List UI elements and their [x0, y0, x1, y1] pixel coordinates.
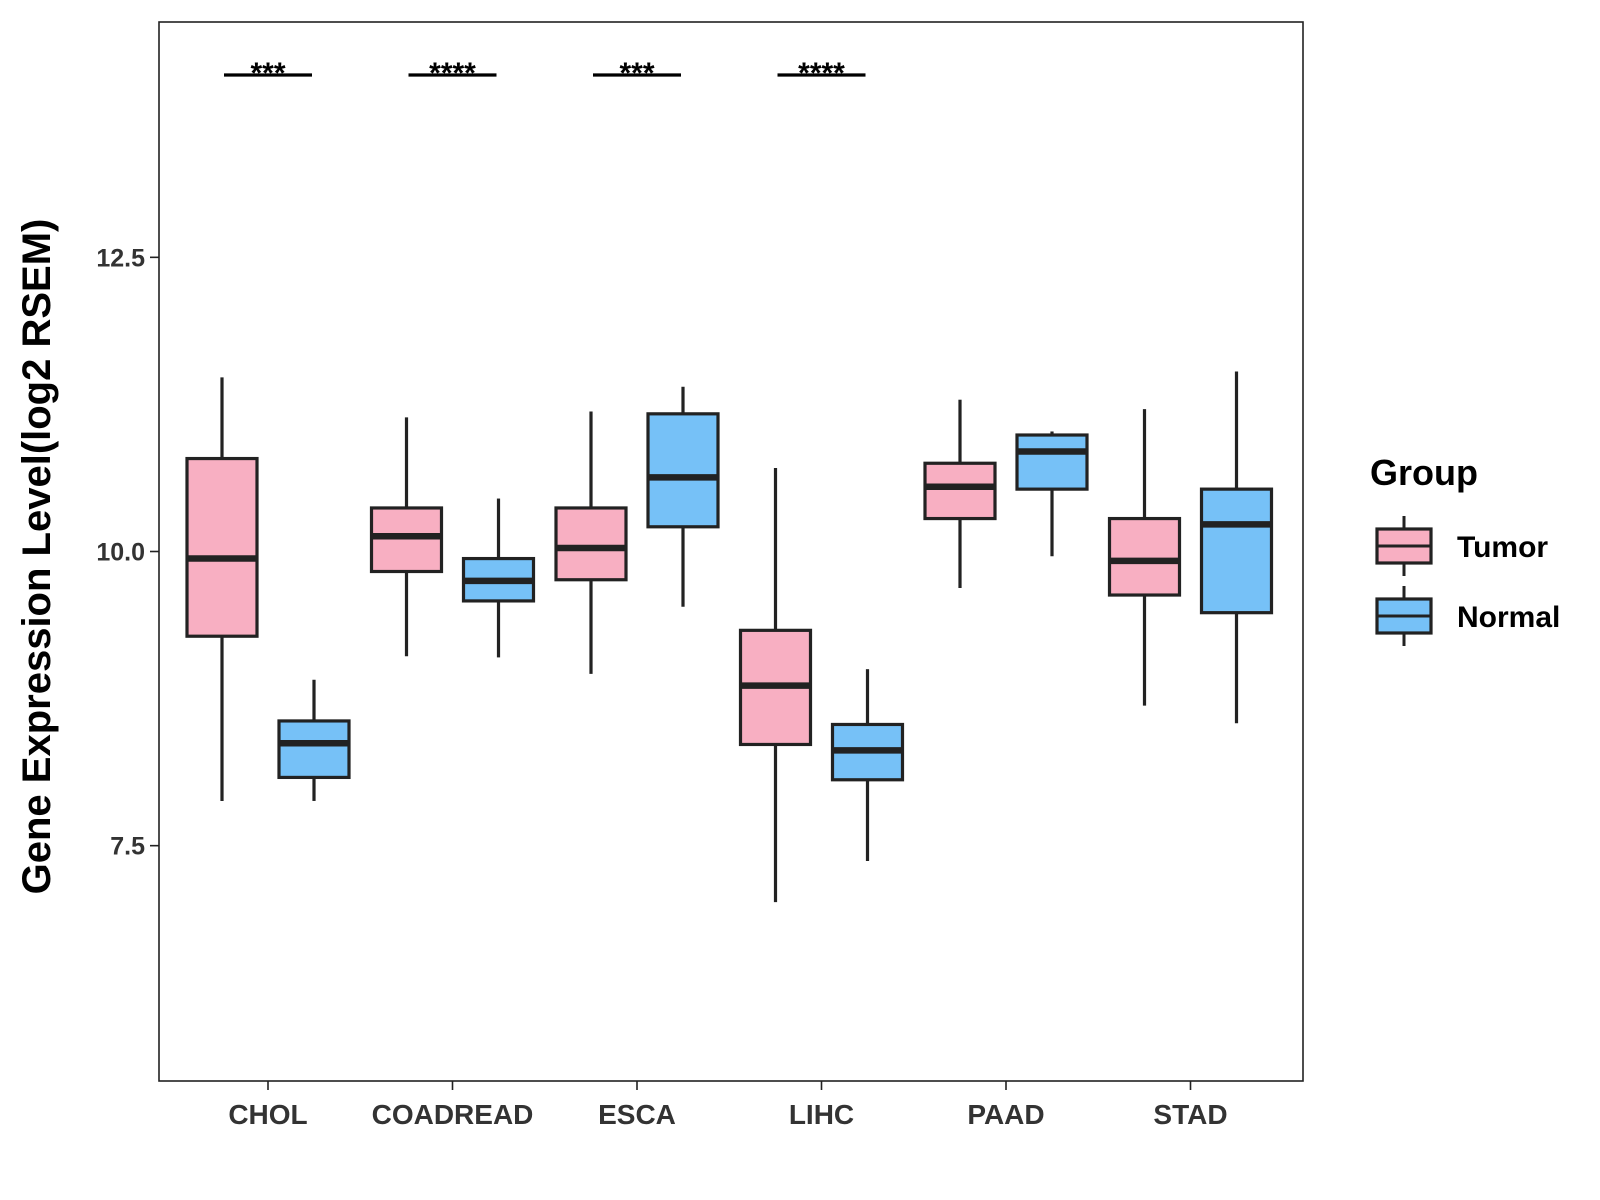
box-coadread-normal — [461, 498, 536, 658]
x-tick-label: ESCA — [598, 1099, 676, 1130]
box-esca-normal — [646, 386, 720, 607]
box-paad-normal — [1015, 431, 1089, 557]
legend-item-normal: Normal — [1375, 586, 1560, 646]
box-coadread-tumor — [369, 417, 444, 657]
box-stad-normal — [1199, 371, 1274, 724]
box-iqr — [185, 456, 259, 638]
box-iqr — [1199, 487, 1274, 615]
y-tick-label: 7.5 — [110, 833, 145, 861]
box-iqr — [923, 461, 997, 521]
x-tick-label: LIHC — [789, 1099, 854, 1130]
box-stad-tumor — [1107, 409, 1182, 706]
significance-chol: *** — [224, 57, 312, 90]
significance-esca: *** — [593, 57, 681, 90]
box-iqr — [1015, 433, 1089, 491]
box-iqr — [369, 506, 444, 574]
y-axis: 7.5 10.0 12.5 — [96, 244, 159, 861]
box-iqr — [646, 412, 720, 529]
boxes-layer — [185, 371, 1274, 903]
significance-layer: *** **** *** **** — [224, 57, 866, 90]
legend-label: Tumor — [1457, 531, 1548, 564]
x-tick-label: STAD — [1153, 1099, 1227, 1130]
box-iqr — [554, 506, 628, 582]
box-iqr — [277, 719, 351, 780]
legend: Group Tumor Normal — [1370, 452, 1560, 646]
box-paad-tumor — [923, 399, 997, 588]
box-lihc-normal — [830, 669, 905, 861]
legend-item-tumor: Tumor — [1375, 516, 1548, 576]
x-axis: CHOL COADREAD ESCA LIHC PAAD STAD — [228, 1081, 1228, 1130]
x-tick-label: CHOL — [228, 1099, 307, 1130]
box-chol-normal — [277, 679, 351, 801]
significance-label: **** — [798, 57, 845, 90]
significance-label: *** — [619, 57, 654, 90]
box-lihc-tumor — [738, 467, 813, 903]
significance-label: **** — [429, 57, 476, 90]
box-chol-tumor — [185, 377, 259, 801]
y-tick-label: 12.5 — [96, 244, 145, 272]
x-tick-label: PAAD — [967, 1099, 1044, 1130]
significance-lihc: **** — [777, 57, 866, 90]
x-tick-label: COADREAD — [372, 1099, 534, 1130]
box-esca-tumor — [554, 411, 628, 674]
significance-label: *** — [250, 57, 285, 90]
legend-title: Group — [1370, 452, 1478, 493]
box-iqr — [1107, 516, 1182, 597]
significance-coadread: **** — [408, 57, 497, 90]
y-axis-title: Gene Expression Level(log2 RSEM) — [15, 219, 59, 895]
y-tick-label: 10.0 — [96, 539, 145, 567]
legend-label: Normal — [1457, 601, 1560, 634]
